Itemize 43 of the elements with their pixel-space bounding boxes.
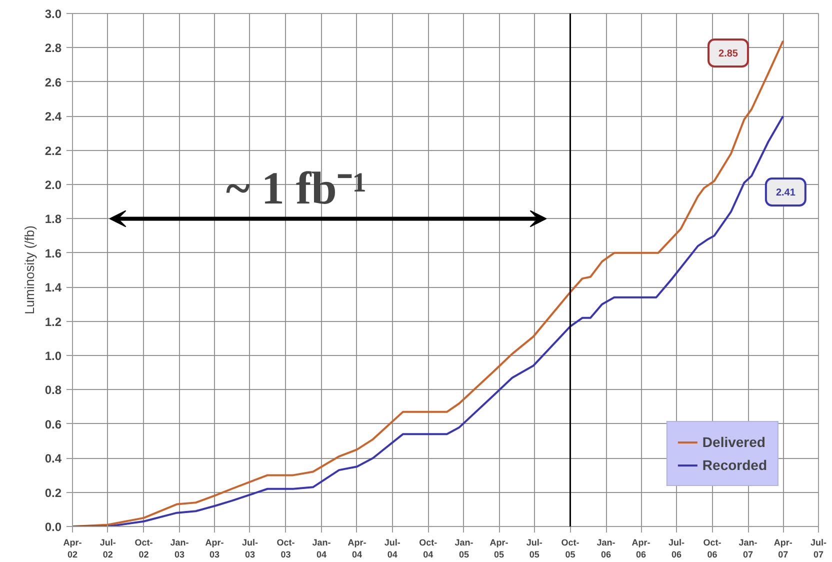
y-tick-label: 0.8 [44, 383, 62, 398]
x-tick-label: Oct- 04 [419, 538, 438, 560]
x-tick-label: Apr- 04 [348, 538, 366, 560]
y-axis-title: Luminosity (/fb) [22, 226, 37, 314]
x-tick-label: Apr- 06 [632, 538, 650, 560]
x-tick-label: Apr- 07 [774, 538, 792, 560]
y-tick-label: 1.2 [44, 314, 62, 329]
y-tick-label: 1.4 [44, 280, 62, 295]
x-tick-label: Jul- 07 [810, 538, 827, 560]
x-tick-label: Jul- 02 [100, 538, 116, 560]
annotation: 2.41 [776, 188, 796, 199]
y-tick-label: 0.2 [44, 486, 62, 500]
x-tick-label: Jul- 05 [526, 538, 542, 560]
y-tick-label: 1.6 [44, 246, 62, 260]
x-tick-label: Apr- 03 [205, 538, 224, 560]
x-tick-label: Jan- 05 [454, 538, 474, 560]
x-tick-label: Jan- 03 [170, 538, 189, 560]
y-tick-label: 2.0 [44, 178, 62, 192]
y-tick-label: 2.4 [44, 110, 62, 124]
x-tick-label: Oct- 03 [276, 538, 295, 560]
y-tick-label: 0.6 [44, 417, 62, 432]
y-tick-label: 3.0 [44, 7, 62, 21]
y-tick-label: 2.8 [44, 41, 62, 56]
x-tick-label: Oct- 06 [703, 538, 722, 560]
x-tick-label: Jul- 03 [242, 538, 258, 560]
x-tick-label: Jan- 07 [738, 538, 758, 560]
y-tick-label: 2.6 [44, 75, 62, 90]
legend-label: Delivered [702, 434, 766, 450]
x-tick-label: Jan- 04 [312, 538, 331, 560]
x-tick-label: Jul- 04 [384, 538, 400, 560]
x-tick-label: Apr- 05 [490, 538, 508, 560]
y-tick-label: 2.2 [44, 144, 62, 158]
y-tick-label: 0.0 [44, 520, 62, 534]
legend-label: Recorded [702, 457, 767, 473]
x-tick-label: Apr- 02 [63, 538, 82, 560]
x-tick-label: Oct- 05 [561, 538, 580, 560]
annotation: 2.85 [718, 48, 738, 60]
x-tick-label: Oct- 02 [134, 538, 153, 560]
y-tick-label: 0.4 [44, 452, 62, 466]
y-tick-label: 1.8 [44, 212, 62, 226]
x-tick-label: Jan- 06 [596, 538, 616, 560]
x-tick-label: Jul- 06 [668, 538, 684, 560]
y-tick-label: 1.0 [44, 349, 62, 363]
